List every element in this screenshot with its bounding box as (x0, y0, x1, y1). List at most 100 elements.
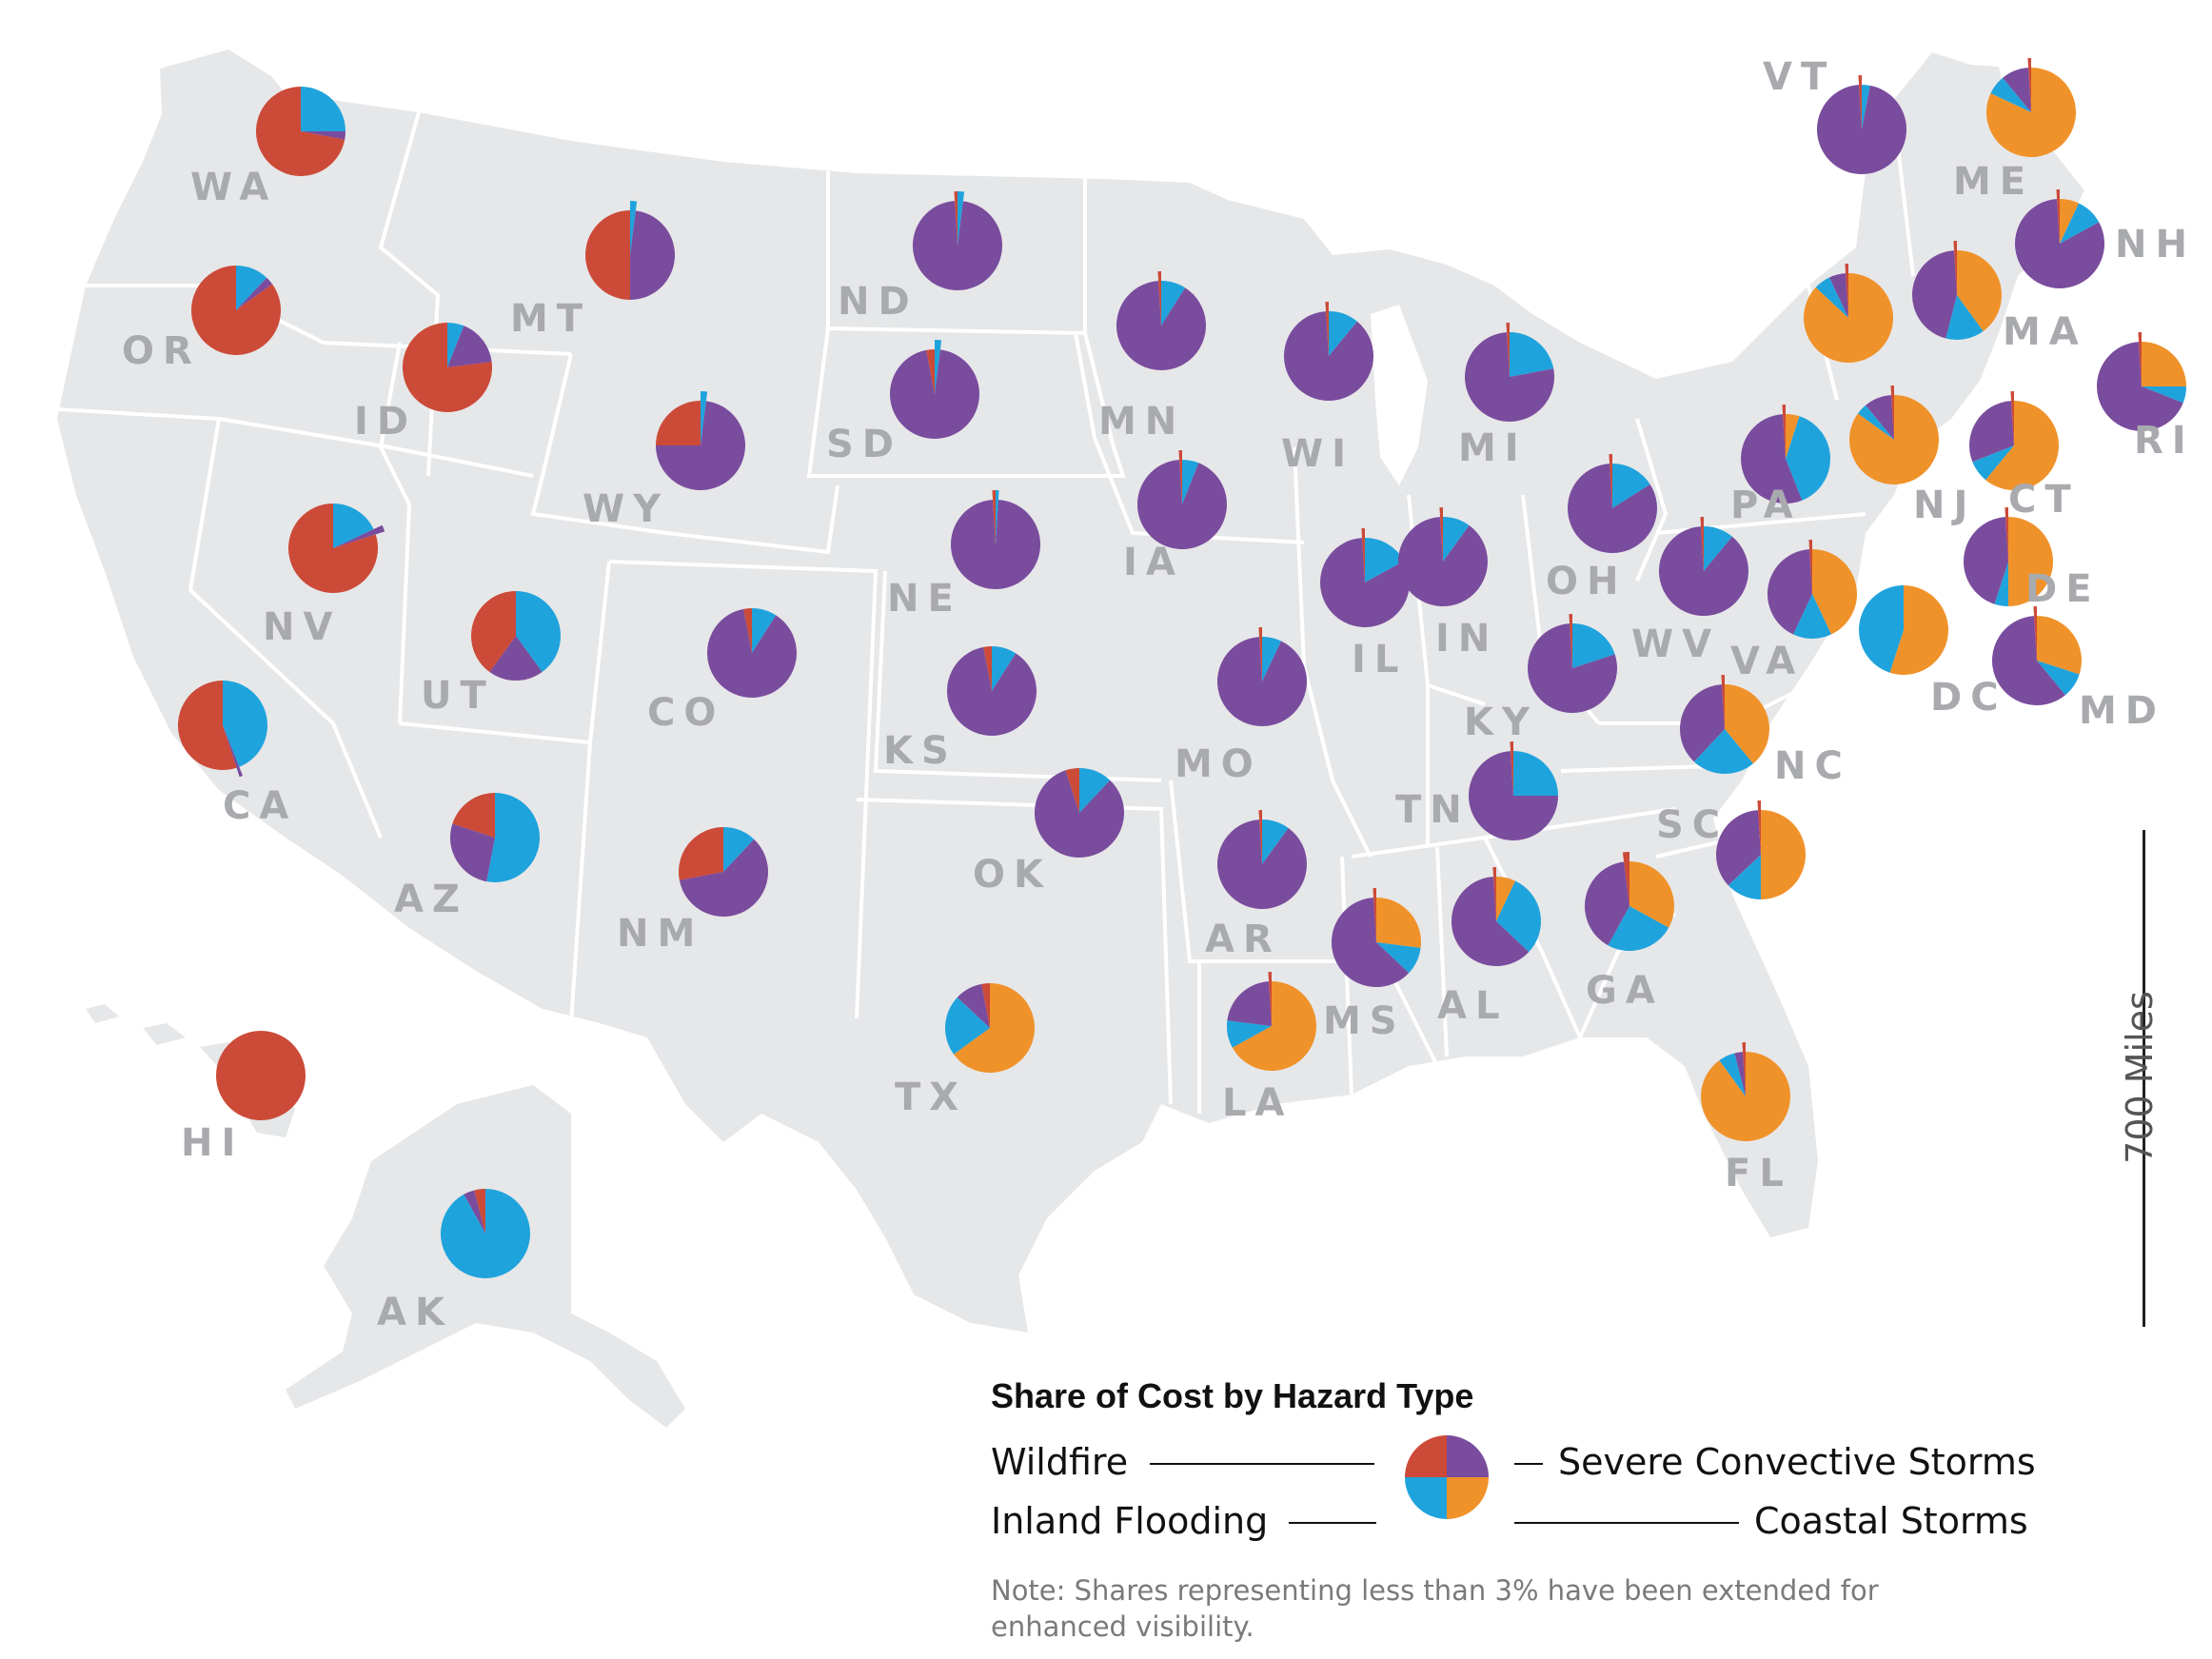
state-label-dc: DC (1930, 676, 2007, 720)
state-label-or: OR (122, 329, 201, 373)
pie-slice-wildfire (1858, 74, 1862, 129)
pie-ga (1584, 852, 1675, 952)
state-label-ak: AK (377, 1291, 453, 1334)
pie-slice-wildfire (1845, 263, 1848, 318)
pie-slice-wildfire (1373, 888, 1376, 942)
pie-dc (1859, 584, 1949, 675)
state-label-fl: FL (1725, 1152, 1792, 1195)
state-label-ct: CT (2008, 478, 2080, 522)
pie-slice-inland-flooding (2142, 386, 2186, 404)
pie-slice-inland-flooding (1815, 277, 1848, 318)
pie-slice-severe-convective-storms (1527, 623, 1617, 713)
pie-sc (1716, 800, 1806, 899)
pie-slice-inland-flooding (1226, 1020, 1272, 1048)
pie-slice-wildfire (1569, 613, 1572, 668)
pie-slice-severe-convective-storms (656, 401, 745, 490)
pie-slice-inland-flooding (1704, 526, 1732, 571)
legend-leader-coastal-storms (1514, 1522, 1739, 1524)
pie-slice-wildfire (954, 190, 958, 246)
pie-slice-wildfire (1506, 323, 1510, 377)
pie-slice-wildfire (983, 646, 992, 691)
state-label-wa: WA (190, 166, 277, 209)
pie-mi (1465, 323, 1555, 422)
pie-slice-inland-flooding (996, 490, 999, 544)
pie-wa (256, 87, 346, 176)
pie-slice-severe-convective-storms (1227, 981, 1272, 1026)
pie-ak (440, 1189, 530, 1278)
legend-title: Share of Cost by Hazard Type (991, 1376, 1474, 1415)
pie-slice-severe-convective-storms (223, 725, 243, 778)
scale-bar (2143, 830, 2145, 1327)
pie-slice-coastal-storms (1761, 810, 1806, 899)
pie-pa (1741, 404, 1830, 504)
pie-slice-inland-flooding (752, 608, 777, 653)
pie-slice-severe-convective-storms (1963, 517, 2008, 604)
pie-slice-severe-convective-storms (447, 326, 492, 367)
legend-pie (1405, 1435, 1489, 1519)
pie-wv (1658, 517, 1748, 616)
pie-slice-coastal-storms (1701, 1052, 1791, 1141)
state-label-tn: TN (1395, 788, 1471, 832)
pie-slice-inland-flooding (630, 201, 638, 255)
state-label-mn: MN (1098, 400, 1185, 444)
pie-or (190, 266, 281, 355)
state-label-al: AL (1437, 984, 1508, 1028)
state-label-ks: KS (883, 729, 958, 773)
state-label-pa: PA (1730, 484, 1802, 527)
pie-slice-inland-flooding (1608, 906, 1669, 952)
pie-slice-coastal-storms (2008, 517, 2053, 606)
pie-nj (1849, 385, 1940, 484)
pie-slice-wildfire (1065, 768, 1079, 813)
pie-slice-wildfire (678, 827, 723, 880)
pie-ky (1527, 613, 1617, 713)
pie-slice-severe-convective-storms (1397, 517, 1488, 606)
pie-slice-coastal-storms (1957, 250, 2002, 332)
pie-slice-wildfire (452, 793, 495, 838)
pie-slice-severe-convective-storms (1866, 395, 1894, 440)
pie-slice-inland-flooding (1990, 77, 2031, 112)
pie-ms (1331, 888, 1422, 987)
pie-slice-severe-convective-storms (1584, 861, 1629, 946)
state-label-nh: NH (2115, 223, 2196, 267)
pie-slice-wildfire (585, 210, 630, 300)
legend-coastal-storms-slice (1447, 1477, 1489, 1519)
pie-slice-inland-flooding (1994, 562, 2008, 606)
state-label-va: VA (1730, 640, 1804, 683)
pie-slice-inland-flooding (440, 1189, 530, 1278)
state-label-id: ID (354, 400, 417, 444)
pie-ca (177, 681, 267, 778)
pie-wi (1283, 301, 1373, 401)
pie-slice-severe-convective-storms (1741, 414, 1803, 504)
pie-slice-severe-convective-storms (1216, 637, 1307, 726)
pie-sd (889, 340, 979, 439)
contiguous-us-land (57, 49, 2084, 1333)
pie-slice-inland-flooding (1612, 464, 1650, 508)
pie-slice-wildfire (1622, 852, 1629, 906)
state-label-mt: MT (510, 297, 591, 341)
pie-slice-severe-convective-storms (1991, 616, 2065, 705)
pie-slice-wildfire (1178, 449, 1182, 504)
legend-leader-inland-flooding (1289, 1522, 1376, 1524)
pie-slice-inland-flooding (723, 827, 755, 872)
pie-slice-severe-convective-storms (1716, 810, 1761, 886)
pie-tn (1468, 741, 1558, 840)
pie-nc (1680, 675, 1769, 774)
pie-slice-wildfire (471, 591, 516, 673)
pie-slice-inland-flooding (333, 504, 374, 548)
pie-hi (216, 1031, 306, 1120)
pie-slice-severe-convective-storms (889, 349, 979, 439)
state-label-wv: WV (1631, 622, 1720, 666)
pie-slice-wildfire (1721, 675, 1725, 729)
pie-va (1767, 540, 1858, 640)
legend-leader-wildfire (1150, 1463, 1374, 1465)
pie-slice-inland-flooding (1719, 1053, 1746, 1096)
pie-nd (912, 190, 1002, 290)
pie-slice-wildfire (656, 401, 701, 445)
pie-slice-inland-flooding (992, 646, 1017, 691)
pie-slice-wildfire (287, 504, 378, 594)
pie-slice-coastal-storms (2060, 199, 2080, 244)
pie-slice-wildfire (1258, 810, 1262, 864)
pie-slice-inland-flooding (1945, 295, 1984, 340)
pie-de (1963, 507, 2053, 606)
land-layer (57, 49, 2084, 1428)
